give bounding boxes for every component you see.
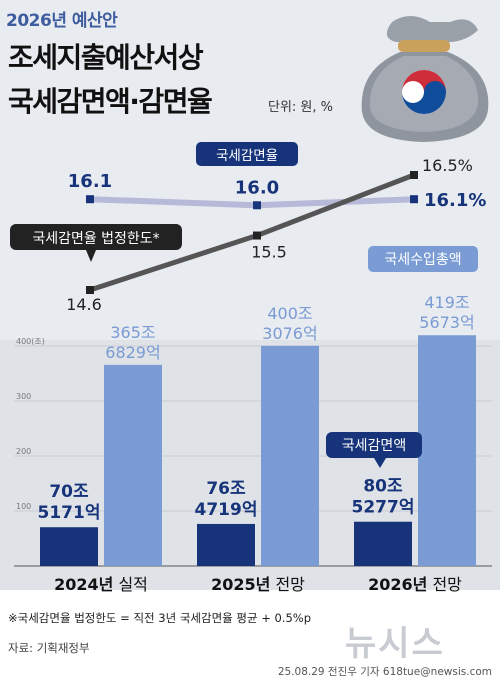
x-tick-year: 2024년 xyxy=(54,575,113,594)
series-line-reduction-rate xyxy=(89,196,415,209)
credit: 25.08.29 전진우 기자 618tue@newsis.com xyxy=(277,666,492,678)
x-tick-label: 2025년 전망 xyxy=(211,575,305,594)
data-label-legal-limit: 14.6 xyxy=(66,295,102,314)
legend-reduction-amount-pointer xyxy=(374,458,386,468)
callout-legal-limit-box xyxy=(10,224,182,250)
point-reduction-rate xyxy=(410,195,418,204)
point-legal-limit xyxy=(253,231,261,240)
x-tick-kind: 전망 xyxy=(270,575,305,594)
x-tick-kind: 실적 xyxy=(113,575,148,594)
callout-reduction-rate-box xyxy=(196,142,298,166)
data-label-reduction-rate: 16.1% xyxy=(424,190,486,211)
callout-legal-limit-pointer xyxy=(86,250,96,262)
point-reduction-rate xyxy=(86,195,94,204)
y-tick-label: 100 xyxy=(16,502,31,511)
data-label-total: 5673억 xyxy=(419,313,474,332)
y-tick-label: 200 xyxy=(16,447,31,456)
bar-reduction-amount xyxy=(354,521,412,566)
x-tick-kind: 전망 xyxy=(427,575,462,594)
source: 자료: 기획재정부 xyxy=(8,641,90,655)
y-tick-label: 400(조) xyxy=(16,337,45,346)
y-tick-label: 300 xyxy=(16,392,31,401)
legend-total-revenue: 국세수입총액 xyxy=(384,252,461,268)
year-tag: 2026년 예산안 xyxy=(6,11,118,31)
page-title-line2: 국세감면액·감면율 xyxy=(8,85,213,118)
bar-total-revenue xyxy=(418,335,476,566)
callout-legal-limit: 국세감면율 법정한도* xyxy=(32,231,159,247)
x-tick-year: 2026년 xyxy=(368,575,427,594)
bar-reduction-amount xyxy=(40,527,98,566)
unit-label: 단위: 원, % xyxy=(268,100,334,115)
data-label-reduction: 80조 xyxy=(363,477,403,497)
bar-reduction-amount xyxy=(197,523,255,566)
data-label-reduction: 4719억 xyxy=(195,500,258,520)
money-bag-icon xyxy=(361,16,489,142)
watermark-logo: 뉴시스 xyxy=(345,624,445,664)
footnote: ※국세감면율 법정한도 = 직전 3년 국세감면율 평균 + 0.5%p xyxy=(8,611,312,625)
data-label-reduction-rate: 16.1 xyxy=(68,171,112,192)
data-label-total: 419조 xyxy=(424,293,469,312)
data-label-reduction: 5277억 xyxy=(352,498,415,518)
point-reduction-rate xyxy=(253,201,261,210)
legend-total-revenue-box xyxy=(368,246,478,272)
data-label-total: 400조 xyxy=(267,304,312,323)
bar-total-revenue xyxy=(261,345,319,566)
callout-reduction-rate: 국세감면율 xyxy=(216,148,278,164)
data-label-reduction: 5171억 xyxy=(38,503,101,523)
x-tick-label: 2026년 전망 xyxy=(368,575,462,594)
bar-total-revenue xyxy=(104,364,162,566)
legend-reduction-amount-box xyxy=(326,432,422,458)
data-label-total: 365조 xyxy=(110,323,155,342)
data-label-total: 6829억 xyxy=(105,343,160,362)
data-label-legal-limit: 16.5% xyxy=(422,156,473,175)
data-label-total: 3076억 xyxy=(262,324,317,343)
page-title-line1: 조세지출예산서상 xyxy=(8,41,204,74)
point-legal-limit xyxy=(410,171,418,179)
data-label-reduction: 70조 xyxy=(49,482,89,502)
legend-reduction-amount: 국세감면액 xyxy=(342,438,406,454)
data-label-reduction: 76조 xyxy=(206,479,246,499)
point-legal-limit xyxy=(86,286,94,294)
data-label-legal-limit: 15.5 xyxy=(251,243,287,262)
data-label-reduction-rate: 16.0 xyxy=(235,177,279,198)
x-tick-label: 2024년 실적 xyxy=(54,575,148,594)
x-tick-year: 2025년 xyxy=(211,575,270,594)
